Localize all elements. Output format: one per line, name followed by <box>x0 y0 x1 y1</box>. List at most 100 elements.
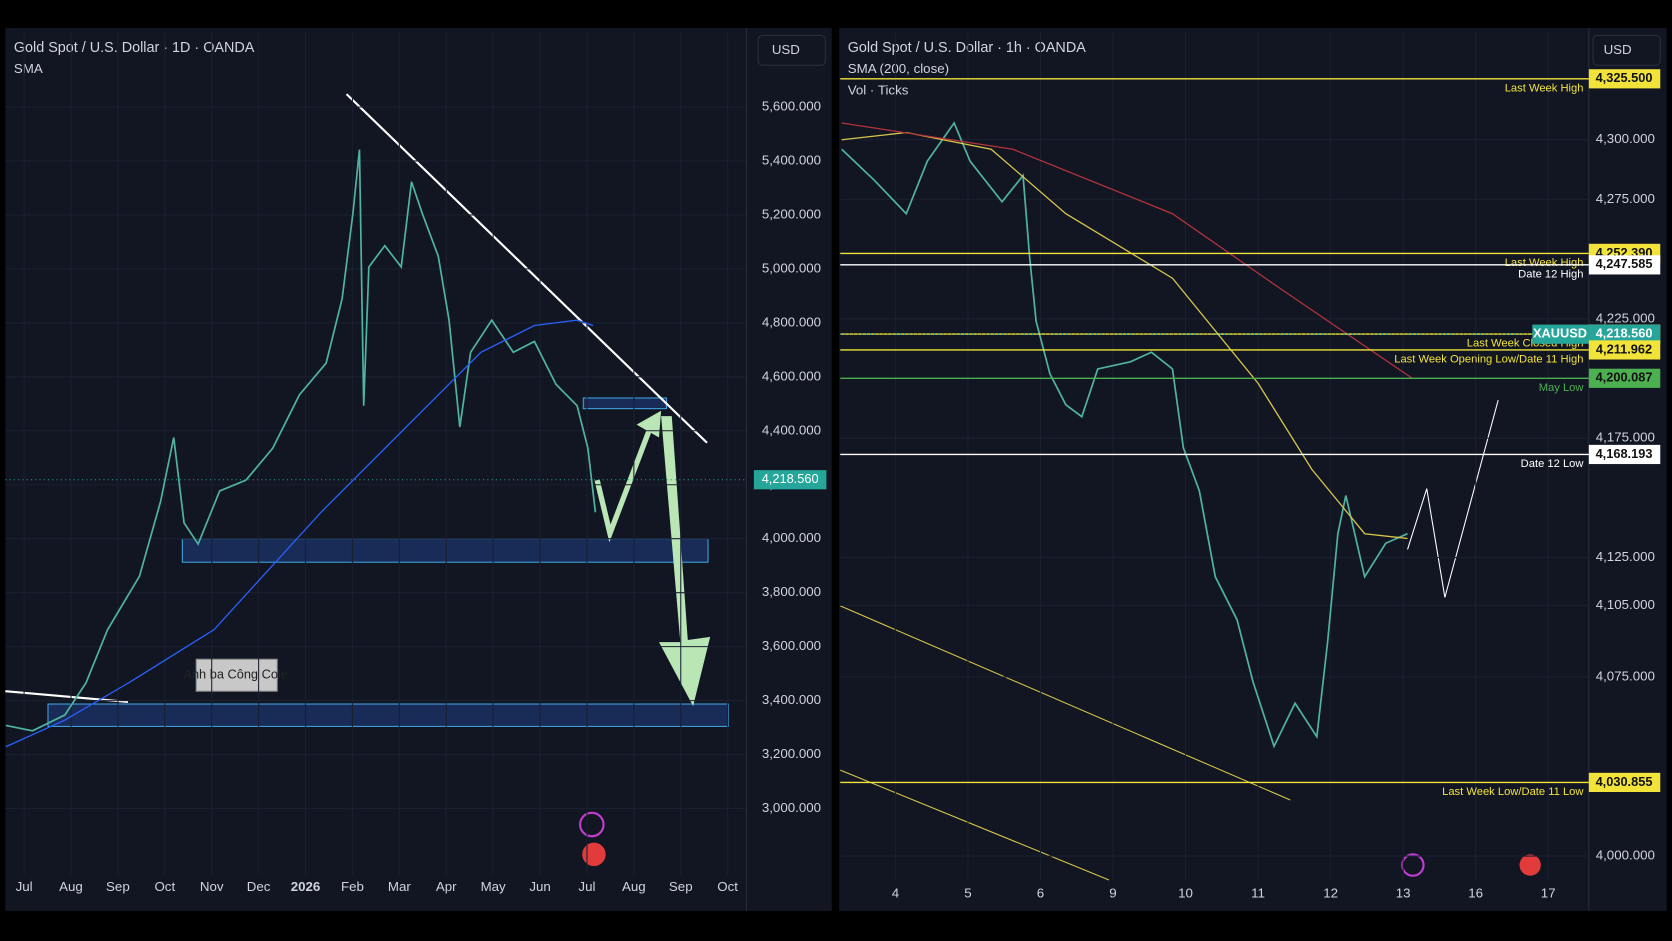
y-tick-label: 3,800.000 <box>762 584 821 599</box>
x-tick-label: Feb <box>341 879 364 894</box>
x-tick-label: Sep <box>669 879 693 894</box>
level-tag-label: 4,247.585 <box>1596 256 1653 271</box>
price-line <box>5 319 594 748</box>
price-line <box>841 131 1408 540</box>
x-tick-label: Sep <box>106 879 130 894</box>
chart-title: Gold Spot / U.S. Dollar · 1h · OANDA <box>848 40 1086 56</box>
right-panel <box>839 27 1667 911</box>
x-tick-label: Oct <box>717 879 738 894</box>
x-tick-label: Nov <box>200 879 224 894</box>
level-tag <box>1588 69 1661 89</box>
y-tick-label: 4,225.000 <box>1596 310 1655 325</box>
x-tick-label: 10 <box>1178 885 1193 900</box>
zone <box>47 703 729 727</box>
level-tag <box>1588 444 1661 465</box>
annotation: Anh ba Công Cole <box>183 667 287 682</box>
x-tick-label: Mar <box>388 879 411 894</box>
y-tick-label: 5,000.000 <box>762 260 821 275</box>
x-tick-label: 5 <box>964 885 971 900</box>
level-label: Last Week High <box>1505 82 1584 94</box>
x-tick-label: 2026 <box>291 879 321 894</box>
x-tick-label: 4 <box>892 885 900 900</box>
y-tick-label: 5,400.000 <box>762 152 821 167</box>
x-tick-label: 13 <box>1396 885 1411 900</box>
arrow <box>594 420 656 543</box>
level-tag-label: 4,030.855 <box>1596 774 1653 789</box>
event-icon <box>1401 853 1425 877</box>
y-tick-label: 4,275.000 <box>1596 191 1655 206</box>
price-line <box>841 121 1408 749</box>
indicator: Vol · Ticks <box>848 82 909 97</box>
level-tag-label: 4,211.962 <box>1596 341 1652 356</box>
level-tag <box>1588 255 1661 275</box>
level-tag-label: 4,325.500 <box>1596 70 1653 85</box>
y-tick-label: 5,200.000 <box>762 206 821 221</box>
level-tag-label: 4,200.087 <box>1596 370 1653 385</box>
y-tick-label: 4,800.000 <box>762 314 821 329</box>
x-tick-label: 12 <box>1323 885 1338 900</box>
indicator: SMA (200, close) <box>848 61 949 76</box>
price-tag-label: 4,218.560 <box>762 471 819 486</box>
y-tick-label: 3,000.000 <box>762 800 821 815</box>
event-icon <box>579 811 605 838</box>
level-label: Date 12 High <box>1518 268 1583 280</box>
y-tick-label: 4,175.000 <box>1596 430 1655 445</box>
x-tick-label: Jul <box>16 879 33 894</box>
zone <box>582 397 667 410</box>
price-line <box>5 149 597 732</box>
left-panel <box>5 27 832 911</box>
indicator: SMA <box>14 61 43 76</box>
x-tick-label: Apr <box>436 879 457 894</box>
y-tick-label: 3,600.000 <box>762 638 821 653</box>
level-tag-label: 4,218.560 <box>1596 326 1653 341</box>
x-tick-label: 17 <box>1541 885 1556 900</box>
y-tick-label: 4,105.000 <box>1596 597 1655 612</box>
y-tick-label: 5,600.000 <box>762 98 821 113</box>
x-tick-label: Jun <box>529 879 550 894</box>
level-label: Last Week Opening Low/Date 11 High <box>1394 353 1583 365</box>
event-icon <box>1519 854 1541 876</box>
level-tag <box>1588 772 1661 793</box>
currency-button[interactable] <box>1592 34 1661 66</box>
x-tick-label: Jul <box>578 879 595 894</box>
x-tick-label: 16 <box>1468 885 1483 900</box>
currency-button[interactable] <box>757 34 826 66</box>
x-tick-label: 11 <box>1251 885 1265 900</box>
symbol-tag-label: XAUUSD <box>1533 326 1587 341</box>
x-tick-label: 6 <box>1037 885 1044 900</box>
level-label: Last Week High <box>1505 257 1584 269</box>
y-tick-label: 4,000.000 <box>762 530 821 545</box>
level-label: Date 12 Low <box>1521 458 1585 470</box>
level-tag <box>1588 340 1661 360</box>
y-tick-label: 3,400.000 <box>762 692 821 707</box>
annotation-box <box>195 658 278 692</box>
arrow <box>658 416 711 707</box>
trendline <box>840 605 1291 801</box>
level-tag-label: 4,168.193 <box>1596 446 1653 461</box>
y-tick-label: 3,200.000 <box>762 746 821 761</box>
x-tick-label: Aug <box>59 879 83 894</box>
y-tick-label: 4,300.000 <box>1596 131 1655 146</box>
x-tick-label: Aug <box>622 879 646 894</box>
level-tag <box>1588 324 1661 344</box>
y-tick-label: 4,075.000 <box>1596 669 1655 684</box>
trendline <box>840 769 1110 881</box>
projection <box>1407 399 1499 598</box>
y-tick-label: 4,000.000 <box>1596 848 1655 863</box>
x-tick-label: Dec <box>247 879 271 894</box>
y-tick-label: 4,400.000 <box>762 422 821 437</box>
symbol-tag <box>1532 324 1589 344</box>
currency[interactable]: USD <box>772 42 800 57</box>
x-tick-label: 9 <box>1109 885 1116 900</box>
currency[interactable]: USD <box>1604 42 1632 57</box>
price-tag <box>753 470 827 490</box>
level-label: May Low <box>1539 382 1585 394</box>
y-tick-label: 4,125.000 <box>1596 549 1655 564</box>
zone <box>181 538 709 563</box>
chart-title: Gold Spot / U.S. Dollar · 1D · OANDA <box>14 40 255 56</box>
level-label: Last Week Low/Date 11 Low <box>1442 786 1584 798</box>
x-tick-label: May <box>481 879 506 894</box>
price-line <box>841 122 1413 380</box>
y-tick-label: 4,600.000 <box>762 368 821 383</box>
